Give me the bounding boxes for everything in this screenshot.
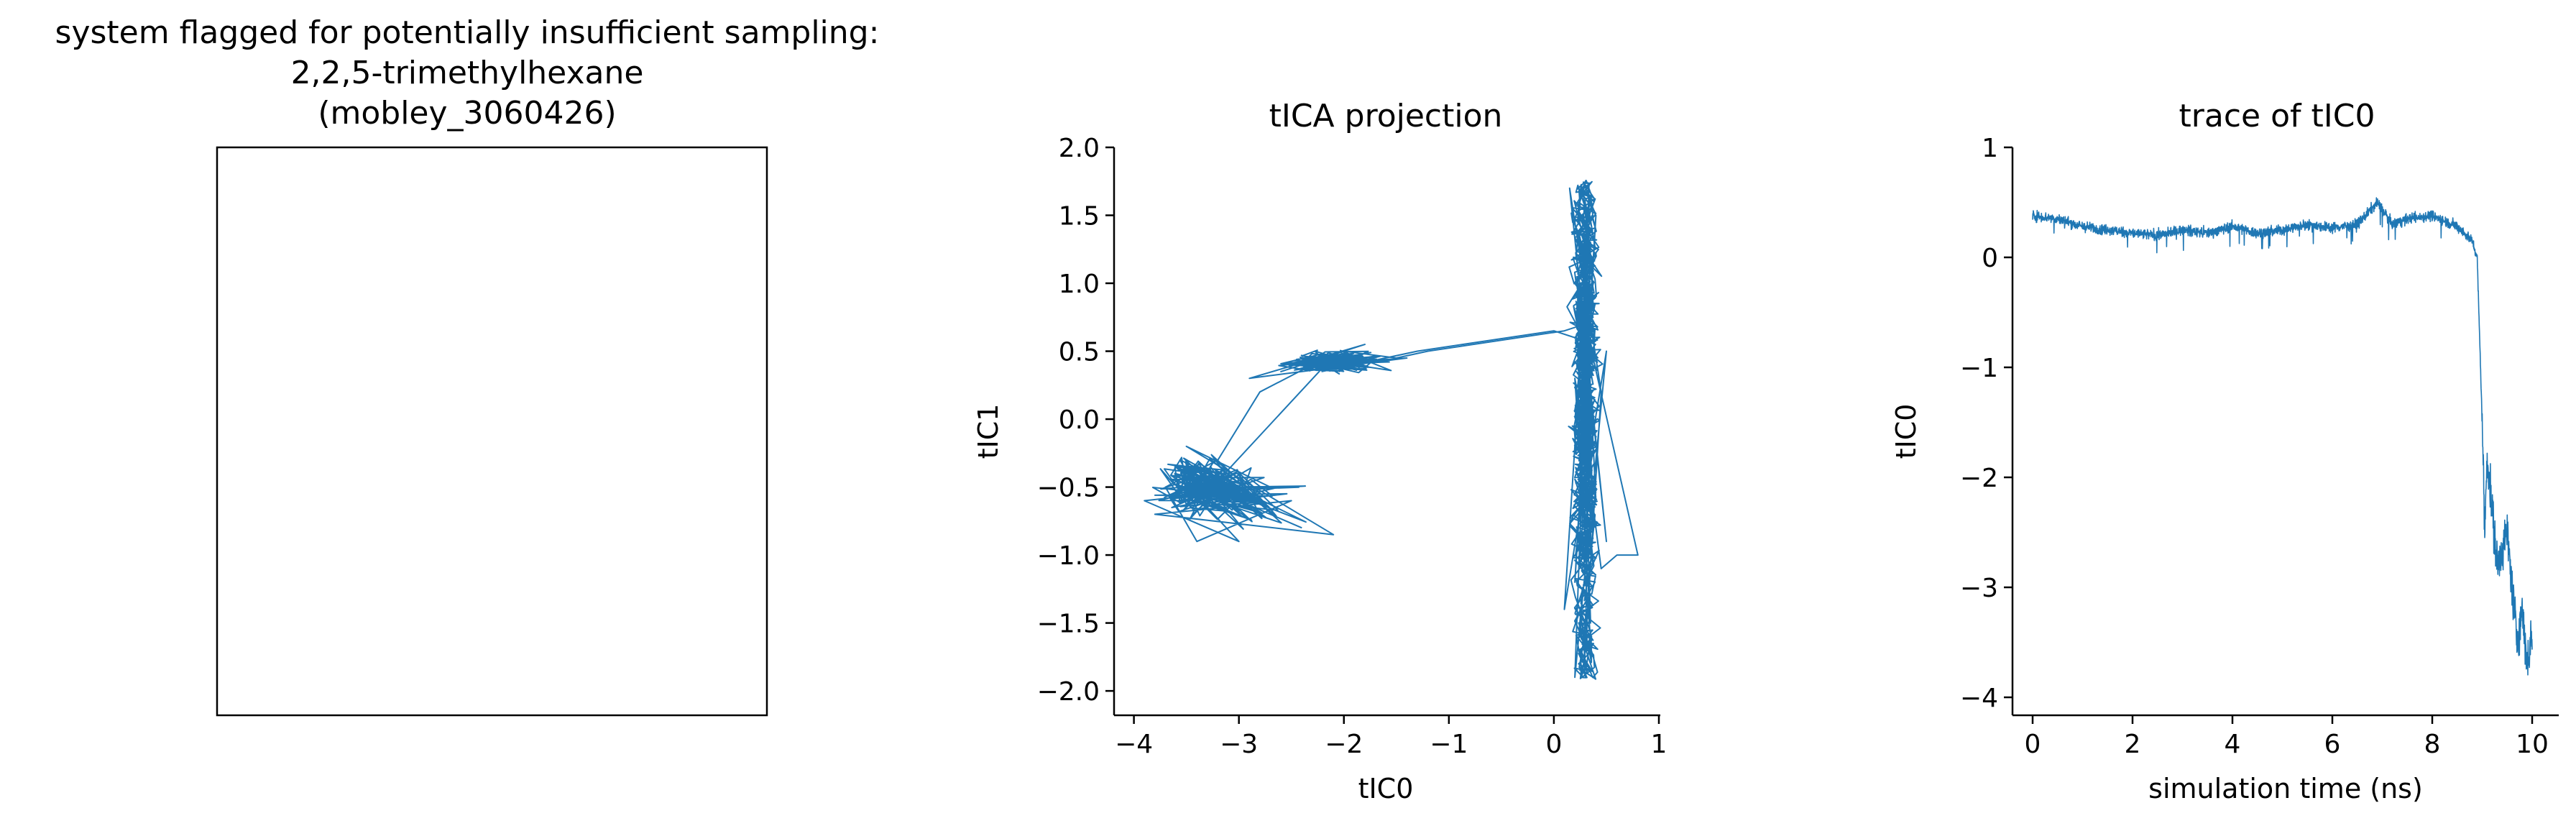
panel1-title-line-3: (mobley_3060426) xyxy=(318,95,616,132)
tica-x-ticks: −4 −3 −2 −1 0 1 xyxy=(1115,715,1667,759)
y-tick-label: 1.5 xyxy=(1059,202,1100,231)
trace-x-label: simulation time (ns) xyxy=(2148,773,2423,804)
x-tick-label: 6 xyxy=(2324,730,2341,759)
tica-x-label: tIC0 xyxy=(1358,773,1414,804)
y-tick-label: −2.0 xyxy=(1037,677,1100,707)
molecule-image-frame xyxy=(216,146,768,717)
tica-trajectory-line xyxy=(1144,180,1639,680)
y-tick-label: 2.0 xyxy=(1059,134,1100,163)
y-tick-label: −2 xyxy=(1960,464,1998,493)
trace-y-label: tIC0 xyxy=(1890,404,1922,459)
y-tick-label: −0.5 xyxy=(1037,474,1100,503)
tica-title: tICA projection xyxy=(1269,98,1503,134)
x-tick-label: −1 xyxy=(1430,730,1468,759)
y-tick-label: −3 xyxy=(1960,574,1998,603)
x-tick-label: 10 xyxy=(2516,730,2549,759)
panel-trace-tic0: trace of tIC0 0 2 4 6 8 10 10−1−2−3−4 simulat… xyxy=(1890,98,2559,804)
panel1-title-line-1: system flagged for potentially insuffici… xyxy=(55,14,880,51)
tica-y-label: tIC1 xyxy=(972,404,1004,459)
y-tick-label: −1.5 xyxy=(1037,610,1100,639)
trace-y-ticks: 1 0 −1 −2 −3 −4 xyxy=(1960,134,2012,713)
x-tick-label: −3 xyxy=(1220,730,1258,759)
x-tick-label: 0 xyxy=(1545,730,1562,759)
y-tick-label: −1.0 xyxy=(1037,541,1100,571)
y-tick-label: 1 xyxy=(1982,134,1998,163)
x-tick-label: 2 xyxy=(2125,730,2141,759)
y-tick-label: 0.5 xyxy=(1059,338,1100,367)
x-tick-label: 1 xyxy=(1651,730,1668,759)
tica-plot-area xyxy=(1144,180,1639,680)
x-tick-label: 8 xyxy=(2424,730,2441,759)
y-tick-label: −4 xyxy=(1960,684,1998,713)
y-tick-label: 1.0 xyxy=(1059,270,1100,299)
trace-title: trace of tIC0 xyxy=(2179,98,2375,134)
x-tick-label: 0 xyxy=(2025,730,2041,759)
x-tick-label: 4 xyxy=(2225,730,2241,759)
panel-tica-projection: tICA projection −4 −3 −2 −1 0 1 2.0 1.5 1.0 0.5 0… xyxy=(972,98,1667,804)
y-tick-label: −1 xyxy=(1960,354,1998,383)
x-tick-label: −2 xyxy=(1325,730,1363,759)
y-tick-label: 0 xyxy=(1982,244,1998,273)
x-tick-label: −4 xyxy=(1115,730,1153,759)
trace-plot-area xyxy=(2032,197,2533,676)
trace-x-ticks: 0 2 4 6 8 10 xyxy=(2025,715,2549,759)
panel-molecule: system flagged for potentially insuffici… xyxy=(55,14,880,717)
tic0-trace-line xyxy=(2032,197,2533,676)
panel1-title-line-2: 2,2,5-trimethylhexane xyxy=(291,55,644,91)
tica-y-ticks: 2.0 1.5 1.0 0.5 0.0 −0.5 −1.0 −1.5 −2.0 xyxy=(1037,134,1114,707)
y-tick-label: 0.0 xyxy=(1059,405,1100,435)
